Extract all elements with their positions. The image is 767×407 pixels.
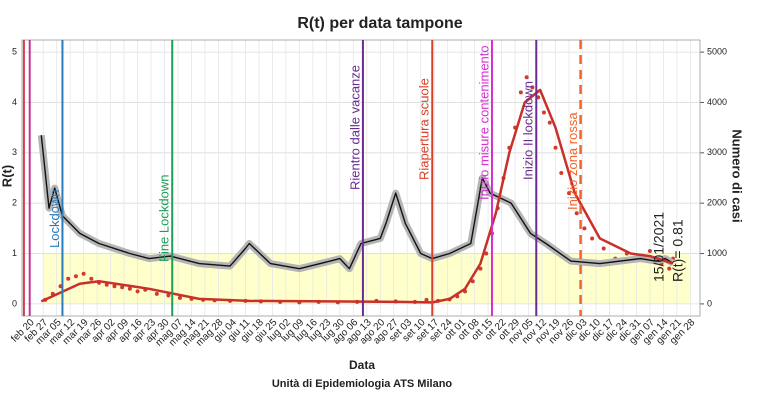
point	[524, 75, 529, 80]
point	[120, 285, 125, 290]
event-label: Rientro dalle vacanze	[347, 65, 362, 190]
point	[73, 274, 78, 279]
point	[574, 211, 579, 216]
point	[177, 295, 182, 300]
point	[601, 246, 606, 251]
y2-tick-label: 0	[707, 298, 712, 308]
y2-axis-label: Numero di casi	[730, 129, 745, 222]
point	[541, 110, 546, 115]
point	[112, 284, 117, 289]
point	[567, 191, 572, 196]
y2-tick-label: 2000	[707, 198, 727, 208]
point	[518, 90, 523, 95]
y-axis-label: R(t)	[0, 165, 14, 187]
x-axis-label: Data	[349, 358, 375, 372]
y2-tick-label: 4000	[707, 97, 727, 107]
event-label: Inizio II lockdown	[521, 81, 536, 180]
point	[89, 276, 94, 281]
y-tick-label: 3	[12, 147, 17, 157]
point	[553, 145, 558, 150]
point	[478, 266, 483, 271]
line	[40, 135, 674, 270]
point	[647, 249, 652, 254]
line	[40, 88, 674, 304]
event-label: Fine Lockdown	[157, 175, 172, 262]
y-tick-label: 4	[12, 97, 17, 107]
plot-frame	[21, 39, 701, 317]
point	[166, 293, 171, 298]
point	[547, 120, 552, 125]
point	[424, 297, 429, 302]
y-tick-label: 2	[12, 198, 17, 208]
point	[582, 226, 587, 231]
y2-tick-label: 3000	[707, 147, 727, 157]
y-tick-label: 5	[12, 46, 17, 56]
point	[470, 279, 475, 284]
caption: Unità di Epidemiologia ATS Milano	[272, 378, 453, 390]
point	[154, 291, 159, 296]
point	[81, 271, 86, 276]
y2-tick-label: 1000	[707, 248, 727, 258]
annotation: R(t)= 0.81	[670, 219, 686, 282]
event-label: Inizio zona rossa	[565, 112, 580, 210]
point	[590, 236, 595, 241]
event-label: Inizio misure contenimento	[476, 45, 491, 200]
point	[127, 286, 132, 291]
annotation: 15/01/2021	[651, 212, 667, 282]
point	[530, 85, 535, 90]
point	[667, 266, 672, 271]
event-label: Lockdown	[47, 189, 62, 248]
point	[135, 289, 140, 294]
point	[484, 251, 489, 256]
point	[559, 170, 564, 175]
event-label: Riapertura scuole	[417, 78, 432, 180]
y2-tick-label: 5000	[707, 46, 727, 56]
y-tick-label: 1	[12, 248, 17, 258]
y-tick-label: 0	[12, 298, 17, 308]
chart-title: R(t) per data tampone	[297, 15, 462, 32]
point	[66, 276, 71, 281]
